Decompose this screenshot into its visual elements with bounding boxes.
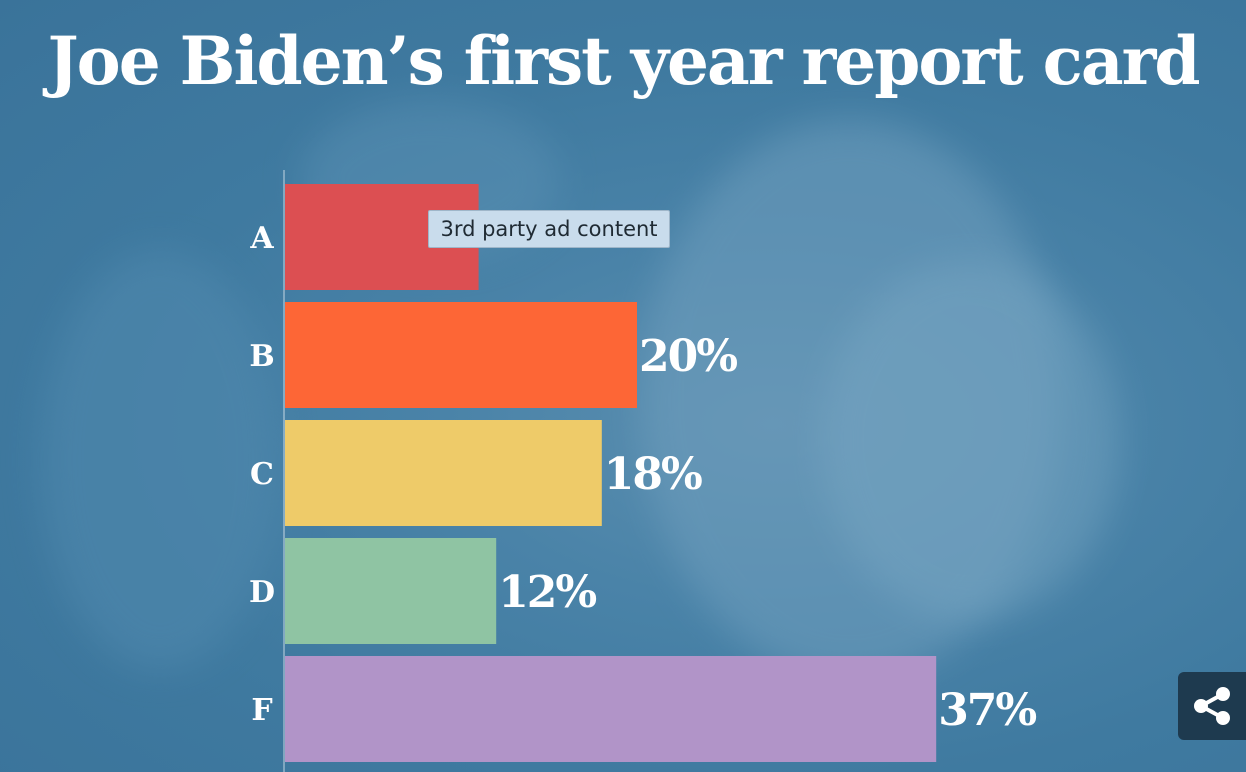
chart-title: Joe Biden’s first year report card [47,22,1200,100]
share-button[interactable] [1178,672,1246,740]
category-label-a: A [249,221,274,256]
value-label-b: 20% [639,331,737,382]
value-label-c: 18% [604,449,702,500]
bar-c [285,420,602,526]
ad-content-tooltip[interactable]: 3rd party ad content [428,210,670,248]
bar-f [285,656,937,762]
bar-b [285,302,637,408]
category-label-f: F [251,693,272,728]
bar-d [285,538,497,644]
category-label-d: D [249,575,275,610]
category-label-b: B [249,339,274,374]
share-icon [1194,687,1230,725]
value-label-d: 12% [498,567,596,618]
category-label-c: C [250,457,274,492]
value-label-f: 37% [938,685,1036,736]
